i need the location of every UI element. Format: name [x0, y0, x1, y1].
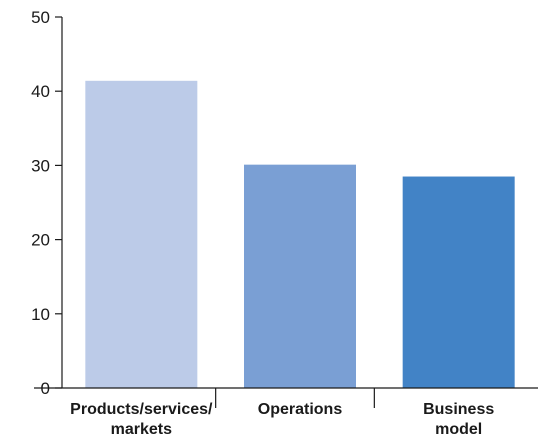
bar [402, 176, 515, 388]
bar [244, 164, 356, 388]
bar [85, 80, 198, 388]
x-axis: Products/services/markets Operations Busin… [34, 387, 538, 438]
x-category-label: Operations [258, 401, 343, 418]
x-category-label: Products/services/ [70, 401, 213, 418]
x-category-label: Business [423, 401, 494, 418]
y-tick-label: 30 [31, 156, 50, 175]
y-tick-label: 50 [31, 8, 50, 27]
y-tick-label: 20 [31, 231, 50, 250]
x-category-label: model [435, 421, 482, 438]
x-category-label: markets [111, 421, 172, 438]
y-tick-label: 40 [31, 82, 50, 101]
y-tick-label: 10 [31, 305, 50, 324]
bars [85, 80, 515, 388]
